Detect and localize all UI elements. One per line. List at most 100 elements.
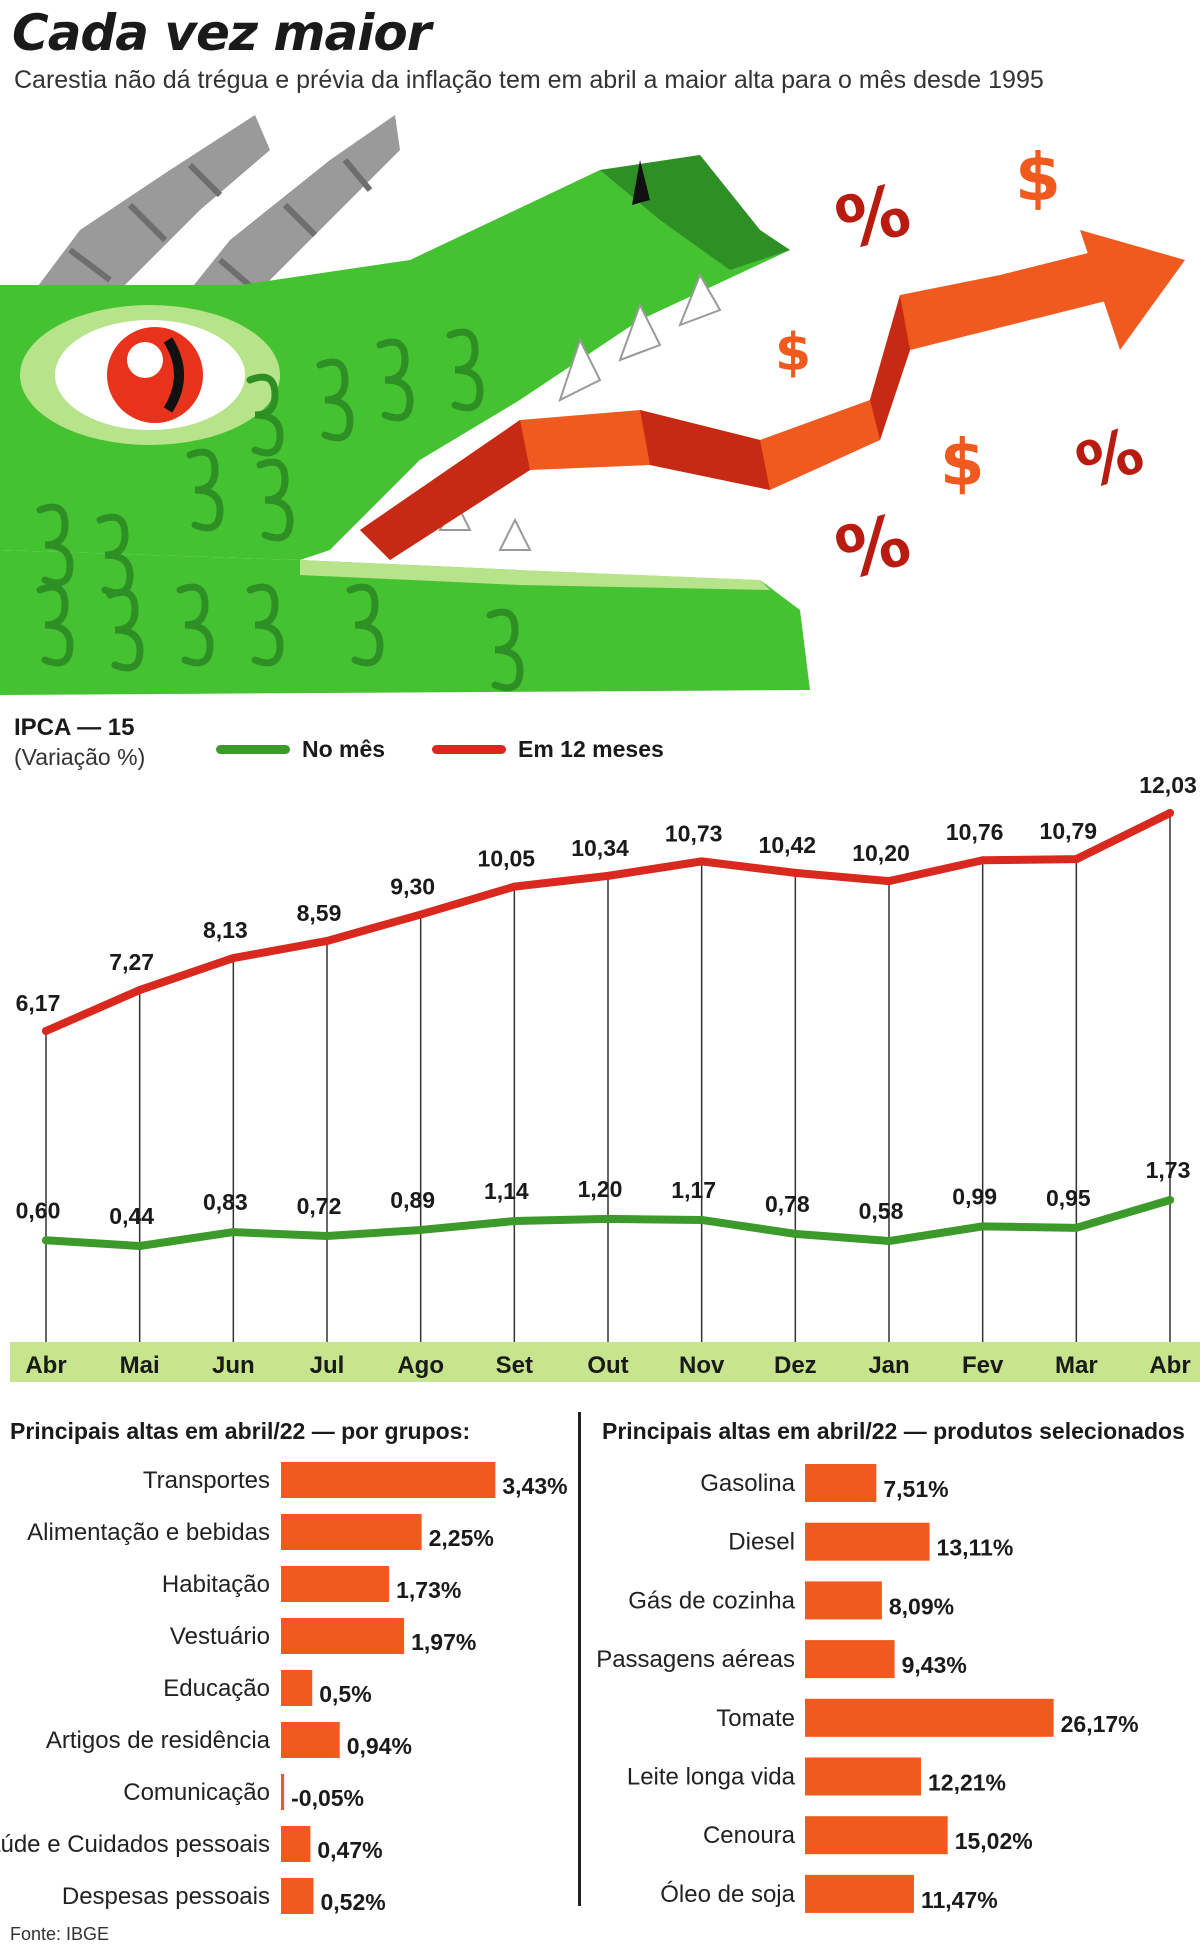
data-label: 10,79 (1040, 818, 1098, 844)
divider (578, 1412, 581, 1906)
x-tick-label: Abr (1149, 1352, 1190, 1379)
bar (805, 1816, 948, 1855)
dollar-icon: $ (940, 427, 985, 501)
value-label: 0,5% (319, 1681, 371, 1707)
category-label: Gás de cozinha (628, 1587, 795, 1614)
data-label: 0,95 (1046, 1185, 1091, 1211)
dollar-icon: $ (775, 323, 811, 383)
category-label: Gasolina (700, 1470, 795, 1497)
value-label: 7,51% (883, 1476, 948, 1502)
x-tick-label: Out (587, 1352, 628, 1379)
value-label: 8,09% (889, 1593, 954, 1619)
chart-subtitle: Carestia não dá trégua e prévia da infla… (14, 66, 1044, 94)
bar (805, 1757, 921, 1796)
products-chart-title: Principais altas em abril/22 — produtos … (602, 1418, 1185, 1444)
data-point (1072, 855, 1081, 864)
data-label: 0,72 (297, 1193, 342, 1219)
data-point (697, 857, 706, 866)
value-label: 0,47% (317, 1837, 382, 1863)
data-point (229, 1228, 238, 1237)
data-label: 0,58 (859, 1198, 904, 1224)
data-label: 8,13 (203, 917, 248, 943)
legend-item-monthly: No mês (216, 736, 385, 763)
data-point (1166, 1196, 1174, 1204)
category-label: Diesel (728, 1529, 795, 1556)
value-label: 3,43% (502, 1473, 567, 1499)
category-label: Alimentação e bebidas (27, 1519, 270, 1546)
category-label: Transportes (143, 1467, 270, 1494)
value-label: 26,17% (1061, 1711, 1139, 1737)
data-point (323, 936, 331, 945)
data-point (697, 1215, 706, 1224)
data-point (135, 986, 144, 995)
value-label: 9,43% (902, 1652, 967, 1678)
data-point (229, 954, 238, 963)
bar (805, 1698, 1054, 1737)
bar (805, 1640, 895, 1679)
legend-item-12-months: Em 12 meses (432, 736, 664, 763)
data-point (323, 1232, 331, 1241)
rising-arrow-icon (360, 230, 1185, 560)
legend-label: No mês (302, 736, 386, 762)
category-label: Cenoura (703, 1822, 796, 1849)
data-label: 8,59 (297, 900, 342, 926)
dragon-scales (36, 328, 524, 692)
data-label: 10,05 (478, 846, 536, 872)
value-label: 15,02% (955, 1828, 1033, 1854)
x-tick-label: Ago (397, 1352, 444, 1379)
x-tick-label: Jan (868, 1352, 909, 1379)
value-label: 1,73% (396, 1577, 461, 1603)
x-axis-band (10, 1342, 1200, 1382)
data-label: 10,34 (571, 835, 629, 861)
dragon-upper-jaw (0, 155, 790, 560)
data-label: 0,83 (203, 1189, 248, 1215)
bar (805, 1874, 914, 1913)
data-point (510, 882, 519, 891)
category-label: Vestuário (170, 1623, 270, 1650)
legend-swatch-red (432, 745, 506, 754)
value-label: 1,97% (411, 1629, 476, 1655)
data-label: 1,14 (484, 1178, 529, 1204)
data-label: 0,78 (765, 1191, 810, 1217)
category-label: Artigos de residência (46, 1727, 271, 1754)
value-label: 12,21% (928, 1770, 1006, 1796)
x-tick-label: Abr (25, 1352, 66, 1379)
symbol-icons: % $ $ % % $ (775, 139, 1153, 597)
data-point (42, 1027, 50, 1035)
data-point (1072, 1223, 1081, 1232)
data-point (604, 1214, 612, 1223)
chart-title: Cada vez maior (12, 4, 431, 62)
horn-icon-left (20, 115, 270, 320)
x-tick-label: Set (496, 1352, 533, 1379)
value-label: 0,94% (347, 1733, 412, 1759)
data-point (885, 1237, 893, 1246)
groups-bar-chart: Transportes 3,43% Alimentação e bebidas 2,2… (0, 1462, 568, 1915)
category-label: Despesas pessoais (62, 1883, 270, 1910)
x-tick-label: Mar (1055, 1352, 1098, 1379)
value-label: 11,47% (921, 1887, 998, 1913)
x-tick-label: Jun (212, 1352, 255, 1379)
bar (281, 1878, 314, 1914)
bar (281, 1618, 405, 1654)
data-point (416, 1225, 425, 1234)
data-point (978, 1222, 987, 1231)
data-label: 0,99 (952, 1183, 997, 1209)
category-label: Habitação (162, 1571, 270, 1598)
line-chart-unit: (Variação %) (14, 744, 146, 770)
value-label: -0,05% (291, 1785, 364, 1811)
percent-icon: % (827, 497, 918, 597)
legend-swatch-green (216, 745, 290, 754)
data-point (510, 1217, 519, 1226)
data-label: 1,17 (671, 1177, 716, 1203)
data-point (42, 1236, 50, 1245)
value-label: 2,25% (429, 1525, 494, 1551)
groups-chart-title: Principais altas em abril/22 — por grupo… (10, 1418, 471, 1444)
source-note: Fonte: IBGE (10, 1924, 110, 1944)
dragon-eye-icon (20, 305, 280, 445)
data-label: 9,30 (390, 874, 435, 900)
x-tick-label: Jul (310, 1352, 345, 1379)
data-label: 0,60 (16, 1197, 61, 1223)
bar (281, 1722, 340, 1758)
percent-icon: % (827, 167, 918, 267)
data-point (135, 1242, 144, 1250)
